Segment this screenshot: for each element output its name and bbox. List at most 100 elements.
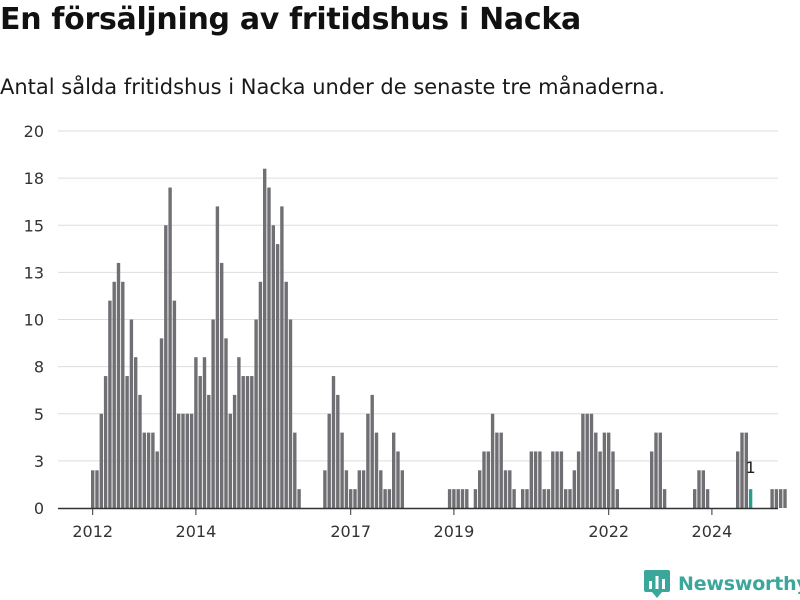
bar	[220, 262, 224, 508]
bar	[232, 394, 237, 508]
bar	[387, 489, 392, 508]
y-tick-label: 8	[34, 358, 44, 377]
x-tick-label: 2017	[330, 522, 371, 541]
bar	[344, 470, 349, 508]
bar	[774, 489, 779, 508]
y-tick-label: 0	[34, 499, 44, 518]
x-tick-label: 2024	[692, 522, 733, 541]
bar	[568, 489, 572, 508]
bar	[499, 432, 503, 508]
bar	[559, 451, 564, 508]
page-title: En försäljning av fritidshus i Nacka	[0, 2, 581, 37]
bar	[400, 470, 404, 508]
bar	[159, 338, 164, 508]
bar	[736, 451, 740, 508]
bar	[228, 413, 232, 508]
bar	[207, 394, 211, 508]
bar	[263, 168, 267, 508]
bar	[146, 432, 151, 508]
x-axis-labels: 2012 2014 2017 2019 2022 2024	[72, 522, 732, 541]
bar	[172, 300, 177, 508]
bar	[134, 357, 138, 508]
bar	[585, 413, 589, 508]
bar	[478, 470, 482, 508]
bar	[181, 413, 185, 508]
bar	[297, 489, 301, 508]
bar	[512, 489, 516, 508]
bar	[284, 281, 288, 508]
bar	[271, 225, 275, 508]
brand-logo[interactable]: Newsworthy	[644, 570, 800, 598]
bar	[349, 489, 353, 508]
bar	[542, 489, 546, 508]
newsworthy-logo-icon	[644, 570, 670, 598]
bar	[121, 281, 125, 508]
y-tick-label: 3	[34, 452, 44, 471]
bar	[336, 394, 340, 508]
bar	[503, 470, 508, 508]
bar	[538, 451, 542, 508]
x-tick-label: 2022	[588, 522, 629, 541]
bar	[142, 432, 146, 508]
bar	[581, 413, 585, 508]
bar	[473, 489, 478, 508]
bar	[138, 394, 142, 508]
y-tick-label: 5	[34, 405, 44, 424]
bar	[589, 413, 594, 508]
bar	[525, 489, 529, 508]
bar	[658, 432, 662, 508]
bar	[293, 432, 297, 508]
bar	[353, 489, 357, 508]
bar	[280, 206, 284, 508]
bar	[529, 451, 533, 508]
bar	[237, 357, 241, 508]
bar	[602, 432, 607, 508]
bar	[447, 489, 452, 508]
bar	[323, 470, 327, 508]
bar	[202, 357, 207, 508]
bar	[744, 432, 748, 508]
bar	[379, 470, 383, 508]
bar	[103, 376, 108, 508]
bar	[490, 413, 495, 508]
bar	[275, 244, 280, 508]
bar	[288, 319, 293, 508]
bar	[327, 413, 331, 508]
bar	[91, 470, 95, 508]
bar-highlight	[748, 489, 753, 508]
bar	[250, 376, 254, 508]
bar	[508, 470, 512, 508]
bar	[456, 489, 460, 508]
bar	[129, 319, 134, 508]
bar	[340, 432, 344, 508]
bar	[533, 451, 538, 508]
bar	[460, 489, 465, 508]
bar	[366, 413, 370, 508]
page-subtitle: Antal sålda fritidshus i Nacka under de …	[0, 75, 665, 99]
bar	[224, 338, 228, 508]
bar	[482, 451, 486, 508]
bar	[546, 489, 551, 508]
bar	[383, 489, 387, 508]
bar	[189, 413, 194, 508]
brand-name: Newsworthy	[678, 573, 800, 595]
bar	[555, 451, 559, 508]
bar	[108, 300, 112, 508]
bar	[693, 489, 697, 508]
bar	[650, 451, 654, 508]
bar	[598, 451, 602, 508]
bar	[116, 262, 121, 508]
bar	[198, 376, 202, 508]
bar	[486, 451, 490, 508]
bar	[521, 489, 525, 508]
bar	[211, 319, 215, 508]
bar	[357, 470, 361, 508]
bar	[594, 432, 598, 508]
bar	[697, 470, 701, 508]
bar	[331, 376, 336, 508]
x-tick-label: 2012	[72, 522, 113, 541]
x-tick-label: 2014	[176, 522, 217, 541]
bar	[740, 432, 744, 508]
bar	[245, 376, 250, 508]
